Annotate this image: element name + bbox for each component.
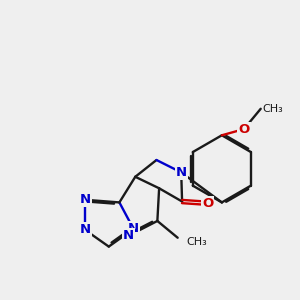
Text: O: O — [202, 197, 213, 210]
Text: N: N — [123, 230, 134, 242]
Text: N: N — [176, 166, 187, 179]
Text: CH₃: CH₃ — [262, 104, 283, 114]
Text: N: N — [80, 193, 91, 206]
Text: O: O — [238, 123, 250, 136]
Text: N: N — [80, 223, 91, 236]
Text: CH₃: CH₃ — [186, 237, 207, 247]
Text: N: N — [128, 222, 139, 236]
